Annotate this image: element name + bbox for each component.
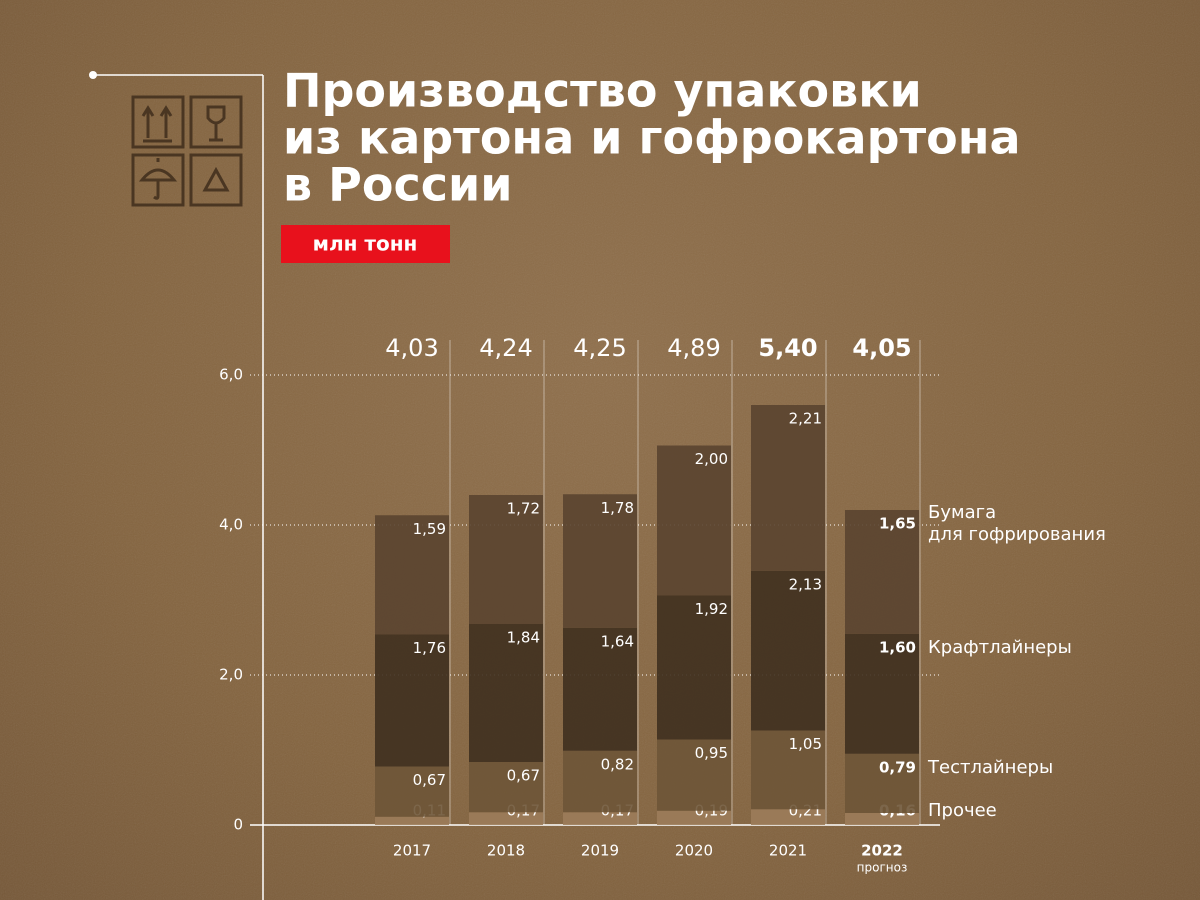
total-label: 5,40 <box>758 334 817 362</box>
legend-label: Прочее <box>928 800 997 821</box>
bar-segment <box>469 812 543 825</box>
bar-segment <box>751 405 825 571</box>
forecast-label: прогноз <box>857 861 908 875</box>
frame-dot <box>89 71 97 79</box>
y-tick-label: 4,0 <box>219 516 243 534</box>
x-tick-label: 2017 <box>393 842 431 860</box>
bar-segment <box>469 624 543 762</box>
value-label: 2,13 <box>789 575 822 593</box>
value-label: 1,59 <box>413 520 446 538</box>
title-line: Производство упаковки <box>283 64 922 118</box>
bar-segment <box>563 812 637 825</box>
x-tick-label: 2022 <box>861 842 903 860</box>
subtitle-badge <box>281 225 450 263</box>
value-label: 0,95 <box>695 744 728 762</box>
bar-segment <box>469 762 543 813</box>
bar-segment <box>375 766 449 817</box>
bar-segment <box>751 730 825 810</box>
title-line: в России <box>283 158 512 212</box>
bar-segment <box>845 813 919 825</box>
value-label: 1,76 <box>413 639 446 657</box>
y-tick-label: 2,0 <box>219 666 243 684</box>
bar-segment <box>657 445 731 596</box>
bar-segment <box>469 495 543 624</box>
value-label: 2,21 <box>789 410 822 428</box>
bar-segment <box>375 515 449 635</box>
bar-segment <box>375 634 449 767</box>
value-label: 1,72 <box>507 500 540 518</box>
bar-segment <box>845 753 919 813</box>
bar-segment <box>751 570 825 731</box>
value-label: 0,79 <box>879 758 916 776</box>
bar-segment <box>375 816 449 825</box>
title-line: из картона и гофрокартона <box>283 111 1021 165</box>
bar-segment <box>845 633 919 754</box>
y-tick-label: 0 <box>233 816 243 834</box>
total-label: 4,24 <box>479 334 532 362</box>
bar-segment <box>563 750 637 813</box>
value-label: 1,92 <box>695 600 728 618</box>
bar-segment <box>845 510 919 634</box>
bar-segment <box>751 809 825 825</box>
x-tick-label: 2019 <box>581 842 619 860</box>
value-label: 1,65 <box>879 515 916 533</box>
value-label: 0,82 <box>601 755 634 773</box>
x-tick-label: 2018 <box>487 842 525 860</box>
total-label: 4,25 <box>573 334 626 362</box>
bar-segment <box>657 810 731 825</box>
icons <box>131 95 243 207</box>
value-label: 1,78 <box>601 499 634 517</box>
value-label: 1,05 <box>789 735 822 753</box>
x-tick-label: 2020 <box>675 842 713 860</box>
value-label: 2,00 <box>695 450 728 468</box>
bar-segment <box>563 494 637 628</box>
total-label: 4,89 <box>667 334 720 362</box>
subtitle: млн тонн <box>313 232 418 256</box>
value-label: 1,84 <box>507 629 540 647</box>
legend-label: Крафтлайнеры <box>928 636 1072 658</box>
value-label: 1,64 <box>601 632 634 650</box>
y-tick-label: 6,0 <box>219 366 243 384</box>
value-label: 0,67 <box>413 771 446 789</box>
total-label: 4,05 <box>852 334 911 362</box>
x-tick-label: 2021 <box>769 842 807 860</box>
legend-label: Бумага для гофрирования <box>928 502 1106 545</box>
value-label: 0,67 <box>507 767 540 785</box>
total-label: 4,03 <box>385 334 438 362</box>
legend-label: Тестлайнеры <box>928 756 1054 778</box>
bar-segment <box>563 627 637 751</box>
bar-segment <box>657 739 731 811</box>
bar-segment <box>657 595 731 740</box>
value-label: 1,60 <box>879 638 916 656</box>
